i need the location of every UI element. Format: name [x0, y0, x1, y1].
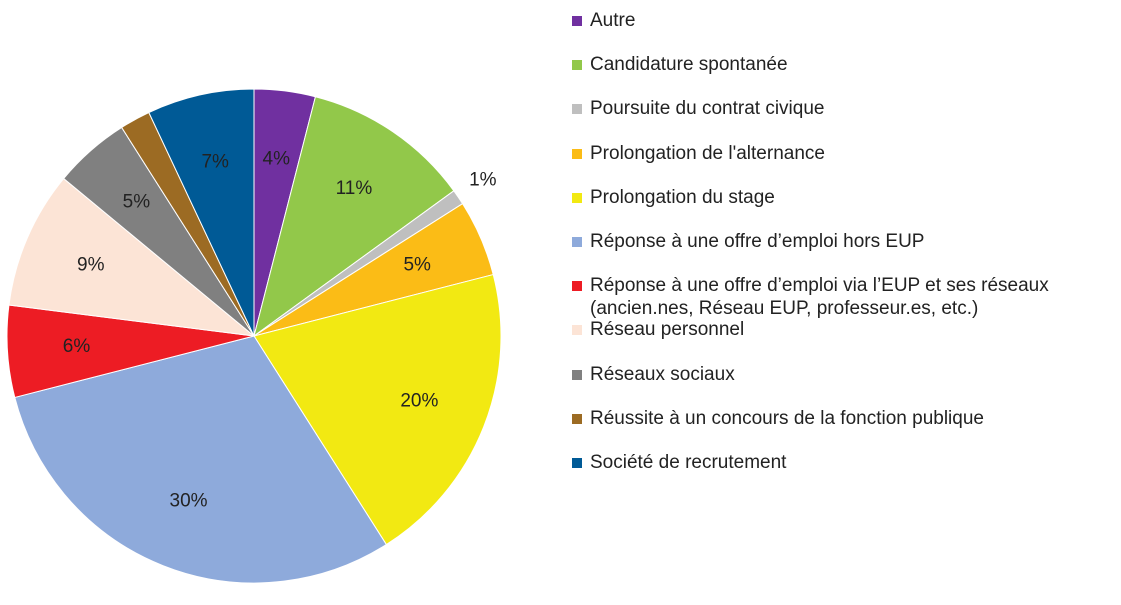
legend-label: Poursuite du contrat civique [590, 98, 825, 120]
pie-slice [253, 96, 455, 338]
legend-item: Poursuite du contrat civique [572, 97, 1112, 120]
legend-item: Réseau personnel [572, 318, 1112, 341]
legend-swatch [572, 16, 582, 26]
legend-item: Réseaux sociaux [572, 363, 1112, 386]
legend-label: Candidature spontanée [590, 54, 788, 76]
legend-label: Réussite à un concours de la fonction pu… [590, 407, 984, 429]
legend-swatch [572, 148, 582, 159]
legend-label: Autre [590, 10, 636, 31]
legend-label: Société de recrutement [590, 452, 787, 473]
pie-slice [8, 177, 256, 337]
legend-item: Réponse à une offre d’emploi via l’EUP e… [572, 274, 1112, 320]
legend-label: Réseau personnel [590, 319, 745, 341]
legend-swatch [572, 60, 582, 71]
data-label: 11% [336, 178, 373, 199]
legend-label: Prolongation du stage [590, 186, 775, 208]
legend-swatch [572, 281, 582, 292]
legend-item: Prolongation de l'alternance [572, 142, 1112, 165]
data-label: 30% [170, 490, 208, 511]
legend-swatch [572, 192, 582, 203]
pie-slice [148, 88, 255, 337]
legend-item: Réussite à un concours de la fonction pu… [572, 407, 1112, 430]
data-label: 1% [469, 170, 497, 191]
legend-label: Réponse à une offre d’emploi via l’EUP e… [590, 275, 1049, 320]
legend-item: Réponse à une offre d’emploi hors EUP [572, 230, 1112, 253]
legend-item: Société de recrutement [572, 451, 1112, 474]
legend-label: Réseaux sociaux [590, 363, 735, 385]
legend-swatch [572, 458, 582, 468]
legend-item: Candidature spontanée [572, 53, 1112, 76]
pie-slice [14, 335, 388, 584]
data-label: 5% [403, 254, 431, 275]
legend-label: Réponse à une offre d’emploi hors EUP [590, 231, 925, 252]
pie-slice [253, 273, 502, 546]
data-label: 20% [400, 390, 438, 411]
legend-item: Prolongation du stage [572, 186, 1112, 209]
data-label: 5% [123, 192, 151, 213]
legend-swatch [572, 413, 582, 424]
data-label: 9% [77, 254, 105, 275]
legend-swatch [572, 237, 582, 247]
data-label: 6% [63, 336, 91, 357]
data-label: 4% [263, 149, 291, 170]
legend-item: Autre [572, 9, 1112, 32]
legend-swatch [572, 104, 582, 115]
pie: 4% 11% 1% 5% 20% 30% 6% 9% 5% 7% [6, 88, 502, 584]
legend-swatch [572, 325, 582, 336]
data-label: 7% [201, 151, 229, 172]
legend-swatch [572, 369, 582, 380]
legend-label: Prolongation de l'alternance [590, 142, 825, 164]
